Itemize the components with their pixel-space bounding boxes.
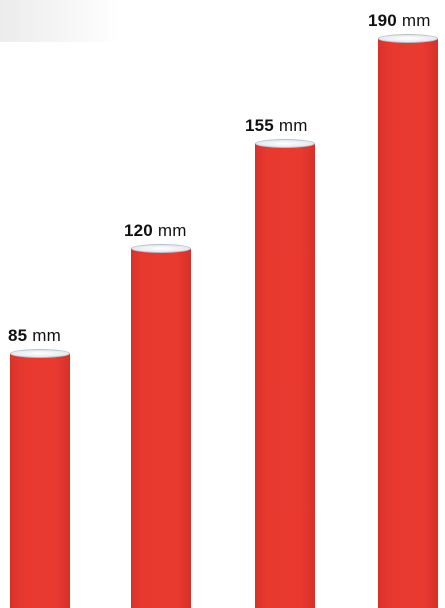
tube-cap xyxy=(378,34,438,43)
tube-190 xyxy=(378,38,438,608)
tube-label-155: 155 mm xyxy=(245,116,308,136)
tube-cap xyxy=(131,244,191,253)
tube-value: 155 xyxy=(245,116,274,135)
tube-label-85: 85 mm xyxy=(8,326,61,346)
tube-value: 120 xyxy=(124,221,153,240)
tube-value: 85 xyxy=(8,326,27,345)
tube-155 xyxy=(255,143,315,608)
tube-cap xyxy=(10,349,70,358)
tube-85 xyxy=(10,353,70,608)
tube-unit: mm xyxy=(279,116,308,135)
tube-120 xyxy=(131,248,191,608)
tube-unit: mm xyxy=(32,326,61,345)
tube-unit: mm xyxy=(158,221,187,240)
tube-label-120: 120 mm xyxy=(124,221,187,241)
corner-shade xyxy=(0,0,120,42)
tube-cap xyxy=(255,139,315,148)
tube-label-190: 190 mm xyxy=(368,11,431,31)
tube-unit: mm xyxy=(402,11,431,30)
tube-value: 190 xyxy=(368,11,397,30)
